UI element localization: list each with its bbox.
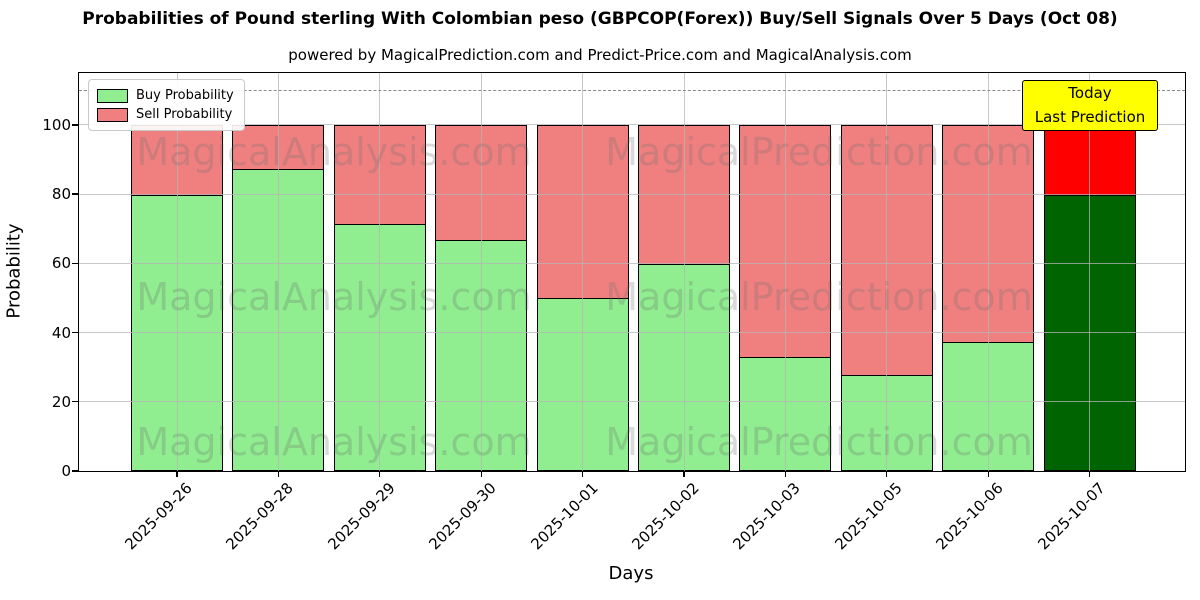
gridline-vertical [1089, 73, 1091, 471]
y-tick-mark [72, 470, 79, 472]
legend-swatch-buy-icon [97, 88, 128, 103]
today-annotation-line1: Today [1068, 84, 1112, 103]
x-tick-mark [581, 471, 584, 477]
gridline-horizontal [79, 401, 1185, 403]
plot-area: MagicalAnalysis.com MagicalPrediction.co… [42, 72, 1186, 553]
y-tick-mark [72, 193, 79, 195]
y-tick-label: 60 [51, 254, 71, 273]
x-tick-label: 2025-09-26 [121, 479, 196, 554]
today-annotation-line2: Last Prediction [1034, 107, 1146, 126]
legend-label-buy: Buy Probability [136, 88, 234, 103]
gridline-horizontal [79, 332, 1185, 334]
legend-swatch-sell-icon [97, 107, 128, 122]
dashed-threshold-line [79, 90, 1185, 92]
x-tick-mark [987, 471, 989, 477]
x-tick-mark [176, 471, 178, 477]
x-tick-mark [379, 471, 381, 477]
gridline-vertical [683, 73, 685, 471]
x-tick-label: 2025-10-06 [932, 479, 1007, 554]
x-tick-mark [1088, 471, 1091, 477]
y-tick-label: 20 [51, 392, 71, 411]
y-tick-label: 80 [51, 185, 71, 204]
gridline-horizontal [79, 193, 1185, 195]
gridline-vertical [886, 73, 888, 471]
gridline-vertical [582, 73, 584, 471]
legend-label-sell: Sell Probability [136, 107, 233, 122]
x-tick-label: 2025-10-05 [831, 479, 906, 554]
y-tick-mark [72, 124, 79, 126]
x-tick-label: 2025-10-02 [628, 479, 703, 554]
legend-item-sell: Sell Probability [97, 105, 234, 124]
x-tick-label: 2025-10-03 [729, 479, 805, 554]
gridline-vertical [480, 73, 482, 471]
gridline-vertical [987, 73, 989, 471]
x-tick-mark [480, 471, 482, 477]
y-tick-label: 100 [42, 115, 71, 134]
chart-subtitle: powered by MagicalPrediction.com and Pre… [288, 46, 912, 64]
x-tick-mark [683, 471, 685, 477]
x-tick-mark [784, 471, 787, 477]
y-tick-mark [72, 331, 79, 334]
x-tick-label: 2025-10-07 [1033, 479, 1109, 554]
y-tick-label: 0 [61, 462, 71, 480]
x-tick-label: 2025-09-29 [324, 479, 399, 554]
gridline-vertical [277, 73, 279, 471]
gridline-vertical [784, 73, 786, 471]
gridline-horizontal [79, 262, 1185, 264]
legend-item-buy: Buy Probability [97, 86, 234, 105]
legend: Buy Probability Sell Probability [88, 79, 245, 131]
x-tick-label: 2025-09-30 [425, 479, 500, 554]
x-tick-label: 2025-10-01 [526, 479, 602, 554]
y-tick-label: 40 [51, 323, 71, 342]
today-annotation: Today Last Prediction [1022, 80, 1158, 131]
chart-title: Probabilities of Pound sterling With Col… [82, 9, 1118, 29]
gridline-vertical [379, 73, 381, 471]
x-tick-mark [886, 471, 888, 477]
gridline-vertical [176, 73, 178, 471]
x-axis-label: Days [608, 563, 654, 584]
x-tick-label: 2025-09-28 [222, 479, 298, 554]
y-tick-mark [72, 262, 79, 264]
x-tick-mark [277, 471, 280, 477]
gridline-horizontal [79, 124, 1185, 126]
y-tick-mark [72, 401, 79, 403]
